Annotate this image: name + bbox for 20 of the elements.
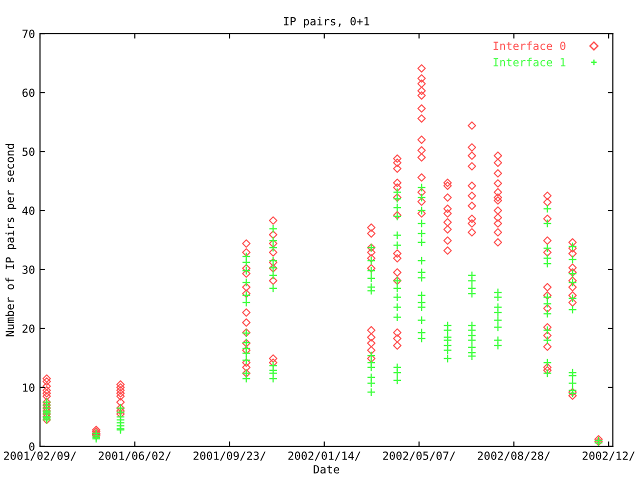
x-tick-label: 2002/01/14/	[288, 452, 360, 461]
y-tick-label: 20	[22, 324, 34, 333]
legend-label: Interface 1	[494, 58, 566, 66]
x-tick-label: 2001/09/23/	[194, 452, 266, 461]
y-tick-label: 10	[23, 383, 34, 392]
x-tick-label: 2002/08/28/	[478, 452, 550, 461]
x-tick-label: 2001/06/02/	[98, 452, 171, 461]
x-tick-label: 2002/05/07/	[383, 452, 456, 461]
y-tick-label: 70	[22, 30, 34, 38]
y-tick-label: 40	[22, 206, 34, 215]
x-tick-label: 2001/02/09/	[4, 452, 76, 461]
y-tick-label: 60	[22, 88, 34, 97]
legend-label: Interface 0	[494, 41, 566, 50]
x-tick-label: 2002/12/	[582, 452, 635, 461]
y-tick-label: 0	[29, 442, 34, 451]
y-tick-label: 30	[22, 265, 34, 274]
chart-title: IP pairs, 0+1	[284, 16, 370, 28]
x-axis-title: Date	[314, 465, 340, 474]
y-tick-label: 50	[22, 148, 34, 156]
y-axis-title: Number of IP pairs per second	[5, 144, 16, 336]
